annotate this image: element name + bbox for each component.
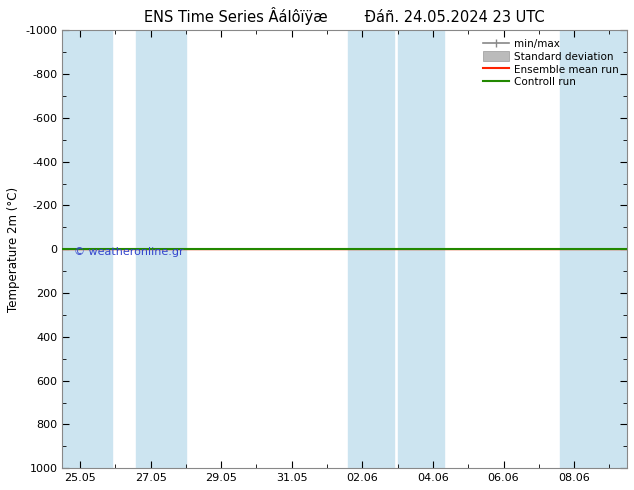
- Y-axis label: Temperature 2m (°C): Temperature 2m (°C): [7, 187, 20, 312]
- Bar: [348, 30, 394, 468]
- Bar: [62, 30, 112, 468]
- Legend: min/max, Standard deviation, Ensemble mean run, Controll run: min/max, Standard deviation, Ensemble me…: [479, 35, 622, 91]
- Text: © weatheronline.gr: © weatheronline.gr: [74, 247, 183, 257]
- Bar: [136, 30, 186, 468]
- Bar: [560, 30, 627, 468]
- Bar: [398, 30, 444, 468]
- Title: ENS Time Series Âálôïÿæ        Đáñ. 24.05.2024 23 UTC: ENS Time Series Âálôïÿæ Đáñ. 24.05.2024 …: [145, 7, 545, 25]
